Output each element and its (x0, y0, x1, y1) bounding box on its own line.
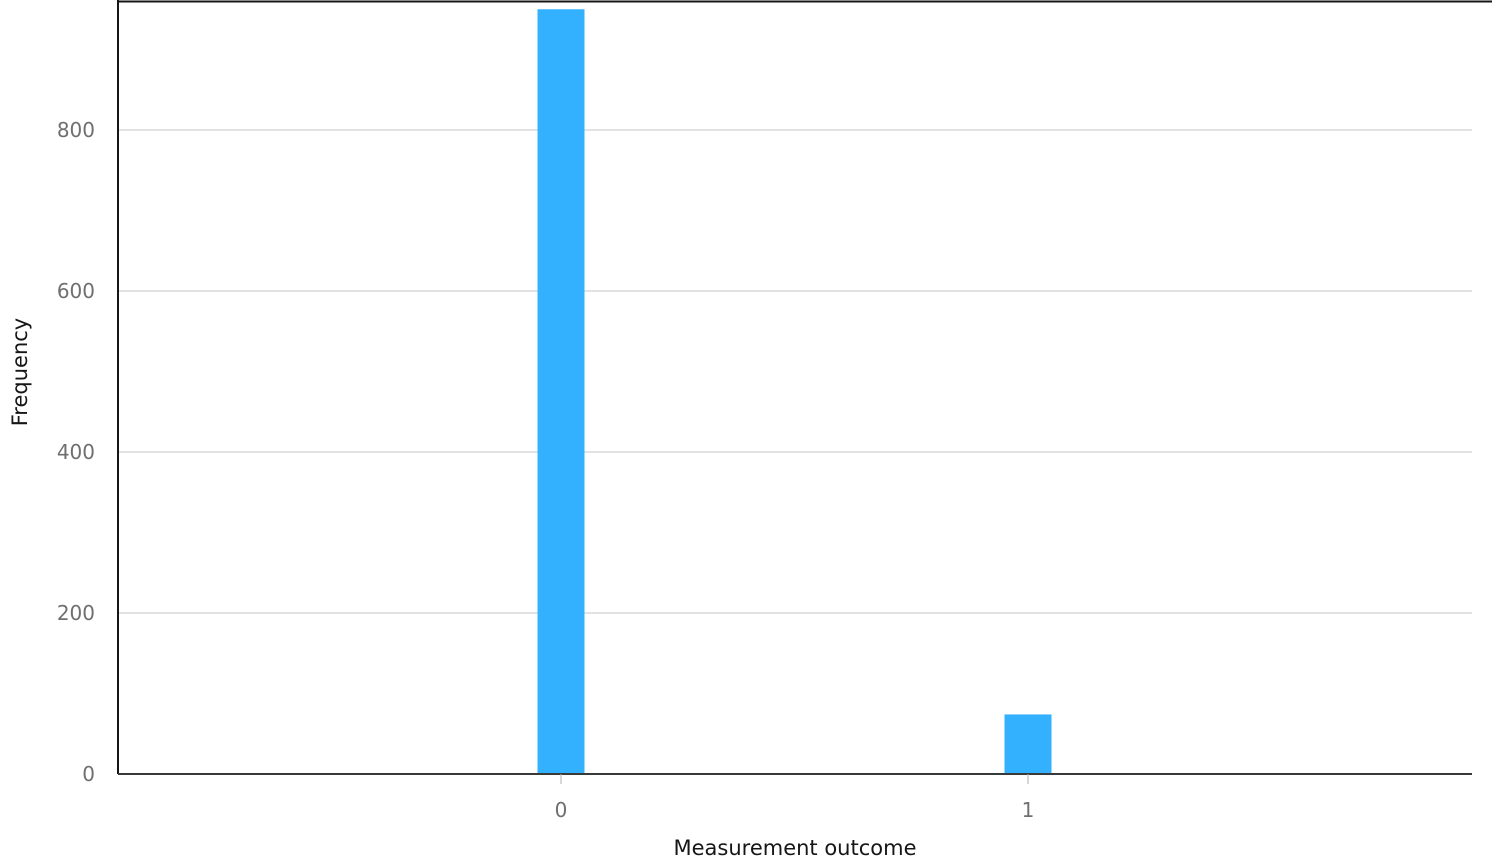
y-tick-label: 200 (57, 601, 95, 625)
x-axis-title: Measurement outcome (673, 836, 916, 860)
y-tick-label: 0 (82, 762, 95, 786)
x-tick-label: 0 (555, 798, 568, 822)
bar (1004, 714, 1052, 774)
bars (537, 9, 1052, 774)
bar (537, 9, 585, 774)
y-tick-label: 400 (57, 440, 95, 464)
x-tick-label: 1 (1022, 798, 1035, 822)
y-tick-labels: 0 200 400 600 800 (57, 118, 95, 786)
gridlines (118, 129, 1472, 614)
y-tick-label: 600 (57, 279, 95, 303)
y-tick-label: 800 (57, 118, 95, 142)
y-axis-title: Frequency (8, 318, 32, 427)
